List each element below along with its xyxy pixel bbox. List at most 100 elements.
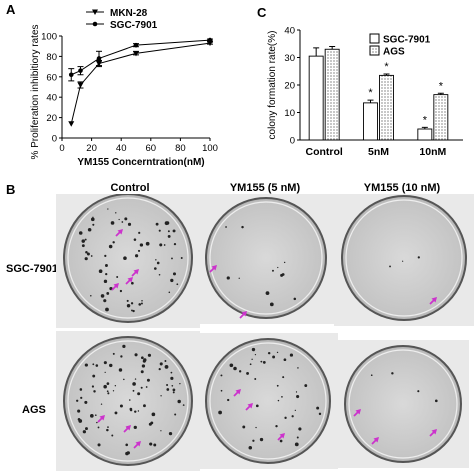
colony xyxy=(125,443,129,447)
colony-plate-3 xyxy=(334,194,474,326)
series-line-sgc-7901 xyxy=(71,39,211,76)
colony xyxy=(143,404,146,408)
bar-sgc-7901-5nm xyxy=(363,102,378,141)
colony xyxy=(168,291,171,294)
colony xyxy=(110,221,115,225)
colony xyxy=(132,382,136,386)
colony xyxy=(177,399,181,404)
colony xyxy=(92,216,94,218)
x-tick-label: 0 xyxy=(59,143,64,154)
colony xyxy=(100,294,105,298)
colony xyxy=(389,265,391,268)
colony xyxy=(155,222,159,226)
legend-swatch xyxy=(369,45,380,56)
y-tick-label: 40 xyxy=(284,26,295,37)
colony-plate-6 xyxy=(337,340,469,468)
plate-dish xyxy=(63,336,193,466)
row-label-ags: AGS xyxy=(22,404,46,416)
colony-arrow-head xyxy=(279,433,285,439)
colony xyxy=(297,367,299,369)
colony xyxy=(294,442,299,447)
colony-arrow-head xyxy=(431,429,437,435)
colony xyxy=(238,370,242,373)
colony xyxy=(114,385,117,387)
colony xyxy=(134,378,137,380)
colony xyxy=(112,390,115,392)
colony xyxy=(158,229,161,232)
colony xyxy=(127,222,132,226)
colony xyxy=(166,388,170,391)
colony xyxy=(81,239,85,243)
colony-arrow-head xyxy=(133,269,139,275)
colony xyxy=(167,234,171,238)
data-point xyxy=(68,121,75,127)
colony-arrow-head xyxy=(431,297,437,303)
colony-arrow-head xyxy=(135,441,141,447)
colony xyxy=(158,273,161,276)
colony xyxy=(106,390,109,393)
colony xyxy=(129,407,133,411)
significance-star: * xyxy=(368,87,373,99)
colony xyxy=(140,386,143,389)
colony xyxy=(241,225,244,229)
y-tick-label: 80 xyxy=(46,52,57,63)
colony xyxy=(252,439,255,442)
colony xyxy=(97,426,100,429)
colony xyxy=(106,382,110,386)
bar-sgc-7901-10nm xyxy=(417,128,433,141)
colony xyxy=(147,353,152,357)
bar-sgc-7901-control xyxy=(308,55,324,141)
colony xyxy=(229,363,234,368)
colony xyxy=(143,358,147,362)
x-tick-label: Control xyxy=(306,146,343,158)
colony-arrow-head xyxy=(127,277,133,283)
colony xyxy=(112,352,115,355)
colony xyxy=(176,283,179,286)
colony xyxy=(402,260,404,262)
colony-arrow-head xyxy=(241,311,247,317)
colony xyxy=(123,378,125,381)
colony xyxy=(220,389,223,392)
colony xyxy=(146,378,150,382)
col-label-control: Control xyxy=(110,182,150,194)
colony xyxy=(141,299,143,302)
colony xyxy=(77,409,81,413)
colony xyxy=(105,307,109,312)
colony xyxy=(159,243,163,247)
bar-ags-10nm xyxy=(433,94,449,141)
colony xyxy=(160,362,163,365)
colony xyxy=(289,353,294,357)
colony xyxy=(90,217,95,222)
row-label-sgc7901: SGC-7901 xyxy=(6,263,58,275)
colony xyxy=(103,279,108,284)
colony xyxy=(158,368,161,371)
colony xyxy=(434,399,438,403)
col-label-10nm: YM155 (10 nM) xyxy=(363,182,441,194)
data-point xyxy=(96,56,102,61)
x-tick-label: 20 xyxy=(86,143,97,154)
colony xyxy=(284,416,287,419)
colony xyxy=(78,231,83,235)
colony xyxy=(145,241,150,246)
colony xyxy=(90,294,92,297)
legend-swatch xyxy=(369,33,380,44)
colony xyxy=(95,364,99,367)
colony xyxy=(118,368,123,372)
colony xyxy=(131,309,133,312)
colony xyxy=(233,366,237,371)
colony xyxy=(227,398,230,402)
colony xyxy=(114,411,118,415)
colony xyxy=(79,388,83,391)
colony xyxy=(87,227,92,232)
bar-chart: 0 10 20 30 40 colony formation rate(%) Control… xyxy=(267,26,463,158)
colony-arrow-head xyxy=(99,415,105,421)
colony xyxy=(153,267,157,270)
line-chart: 0 20 40 60 80 100 0 20 40 60 80 100 YM155 Concerntra… xyxy=(30,8,218,168)
colony xyxy=(84,363,88,367)
colony xyxy=(255,404,259,408)
colony xyxy=(105,273,108,276)
colony xyxy=(149,442,153,446)
colony xyxy=(123,256,127,260)
legend-marker xyxy=(92,9,98,15)
colony xyxy=(106,429,109,431)
